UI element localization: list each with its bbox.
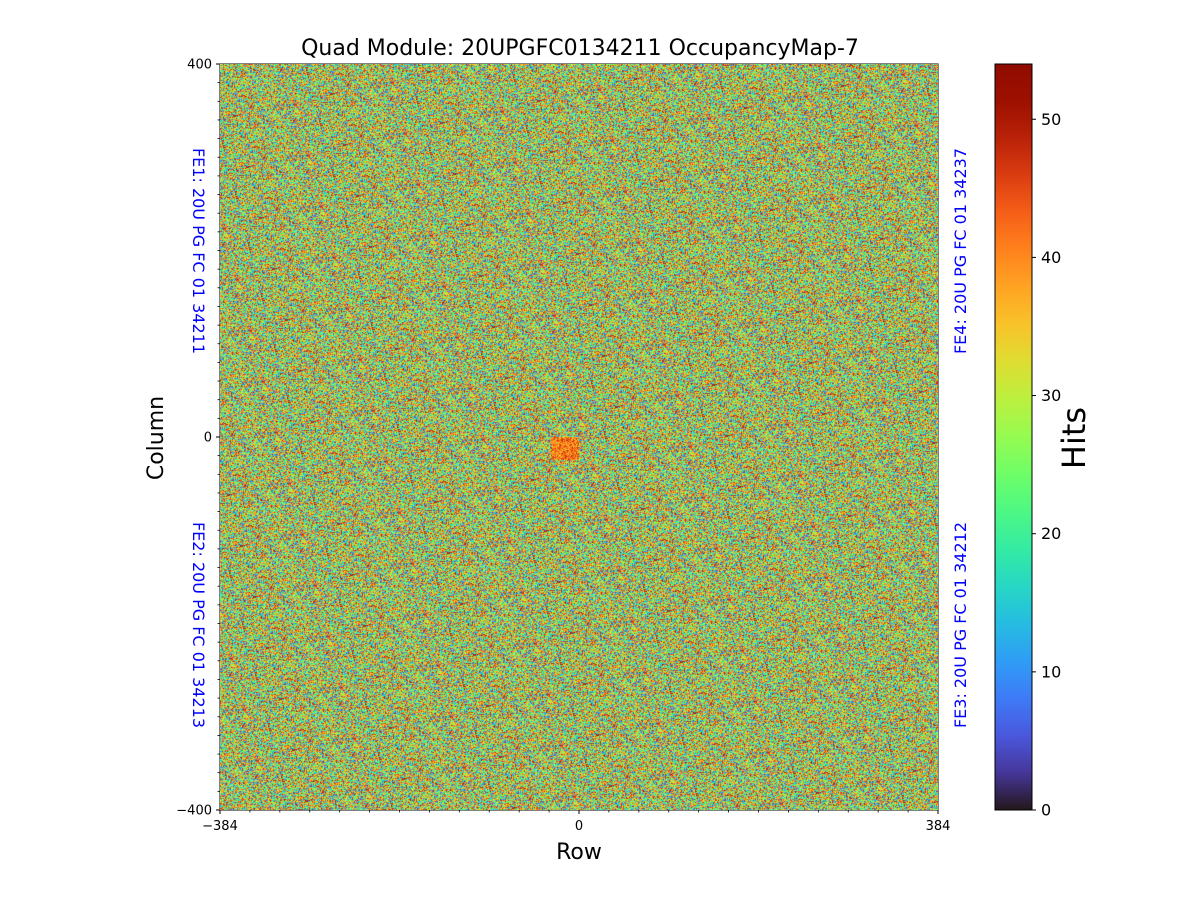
y-tick-label: −400 — [176, 804, 212, 819]
colorbar-tick-label: 20 — [1041, 524, 1061, 543]
fe2-label: FE2: 20U PG FC 01 34213 — [189, 522, 208, 728]
x-tick-label: 384 — [926, 819, 951, 834]
y-tick-label: 400 — [187, 58, 212, 73]
colorbar-tick-label: 50 — [1041, 110, 1061, 129]
colorbar-gradient — [994, 63, 1033, 811]
colorbar-label: Hits — [1055, 407, 1093, 469]
y-axis-label: Column — [144, 396, 169, 480]
occupancy-heatmap — [220, 64, 938, 810]
colorbar-tick-label: 30 — [1041, 386, 1061, 405]
x-axis-label: Row — [556, 840, 602, 865]
fe3-label: FE3: 20U PG FC 01 34212 — [951, 522, 970, 728]
colorbar: 0 10 20 30 40 50 — [994, 63, 1061, 820]
colorbar-tick-label: 10 — [1041, 662, 1061, 681]
colorbar-tick-label: 0 — [1041, 801, 1051, 820]
x-tick-label: 0 — [575, 819, 583, 834]
colorbar-tick-label: 40 — [1041, 248, 1061, 267]
chart-title: Quad Module: 20UPGFC0134211 OccupancyMap… — [301, 36, 859, 61]
x-tick-label: −384 — [202, 819, 238, 834]
y-tick-label: 0 — [204, 431, 212, 446]
fe1-label: FE1: 20U PG FC 01 34211 — [189, 148, 208, 354]
fe4-label: FE4: 20U PG FC 01 34237 — [951, 148, 970, 354]
